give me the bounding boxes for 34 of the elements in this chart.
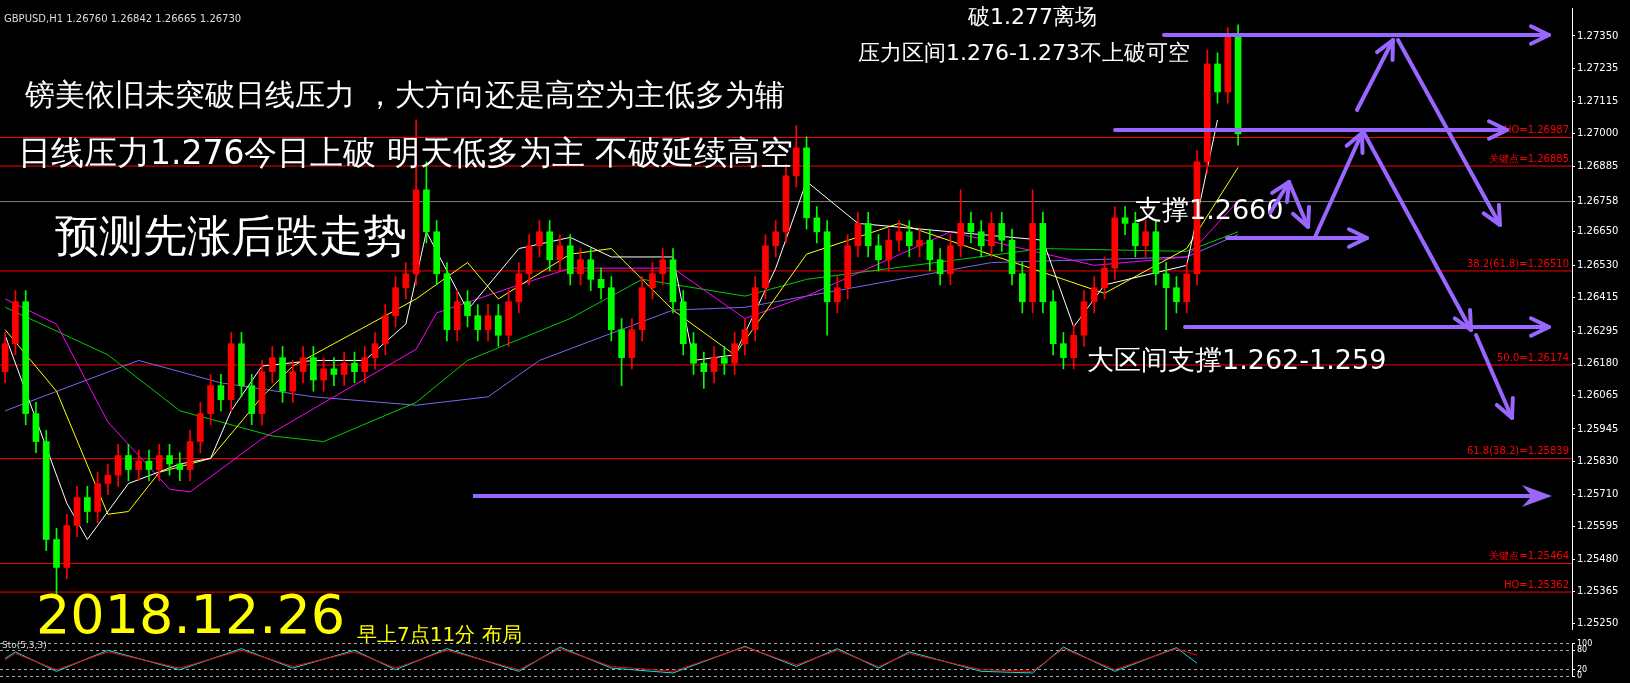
annotation: 镑美依旧未突破日线压力 ，大方向还是高空为主低多为辅 [25,77,785,112]
y-tick-label: 1.25480 [1577,552,1619,564]
y-tick-label: 1.25945 [1577,422,1619,434]
ref-line-label: 关键点=1.26885 [1489,152,1569,164]
annotation: 破1.277离场 [968,4,1097,29]
y-tick-label: 1.26295 [1577,324,1619,336]
annotation: 早上7点11分 布局 [357,622,522,646]
y-tick-label: 1.26650 [1577,225,1619,237]
ref-line-label: 50.0=1.26174 [1497,351,1569,363]
ref-line-label: 61.8(38.2)=1.25839 [1466,445,1569,457]
y-tick-label: 1.26758 [1577,195,1619,207]
y-tick-label: 80 [1577,645,1588,655]
ref-line-label: 关键点=1.25464 [1489,550,1569,562]
ref-line-label: 38.2(61.8)=1.26510 [1466,257,1569,269]
y-tick-label: 1.26885 [1577,159,1619,171]
y-tick-label: 1.27115 [1577,95,1619,107]
ref-line-label: HO=1.25362 [1503,578,1569,590]
chart-title: Sto(5,3,3) [2,640,47,650]
y-tick-label: 1.26180 [1577,356,1619,368]
y-tick-label: 1.26415 [1577,291,1619,303]
y-tick-label: 1.26065 [1577,389,1619,401]
annotation: 预测先涨后跌走势 [55,210,407,261]
y-tick-label: 1.26530 [1577,258,1619,270]
y-tick-label: 1.25365 [1577,584,1619,596]
y-tick-label: 1.27350 [1577,29,1619,41]
y-tick-label: 1.27235 [1577,61,1619,73]
y-tick-label: 1.25710 [1577,488,1619,500]
y-tick-label: 0 [1577,671,1583,681]
annotation: 压力区间1.276-1.273不上破可空 [858,40,1190,65]
y-tick-label: 1.25250 [1577,617,1619,628]
text: GBPUSD,H1 1.26760 1.26842 1.26665 1.26730 [4,13,242,24]
y-tick-label: 1.25595 [1577,520,1619,532]
y-tick-label: 1.25830 [1577,454,1619,466]
y-tick-label: 1.27000 [1577,127,1619,139]
